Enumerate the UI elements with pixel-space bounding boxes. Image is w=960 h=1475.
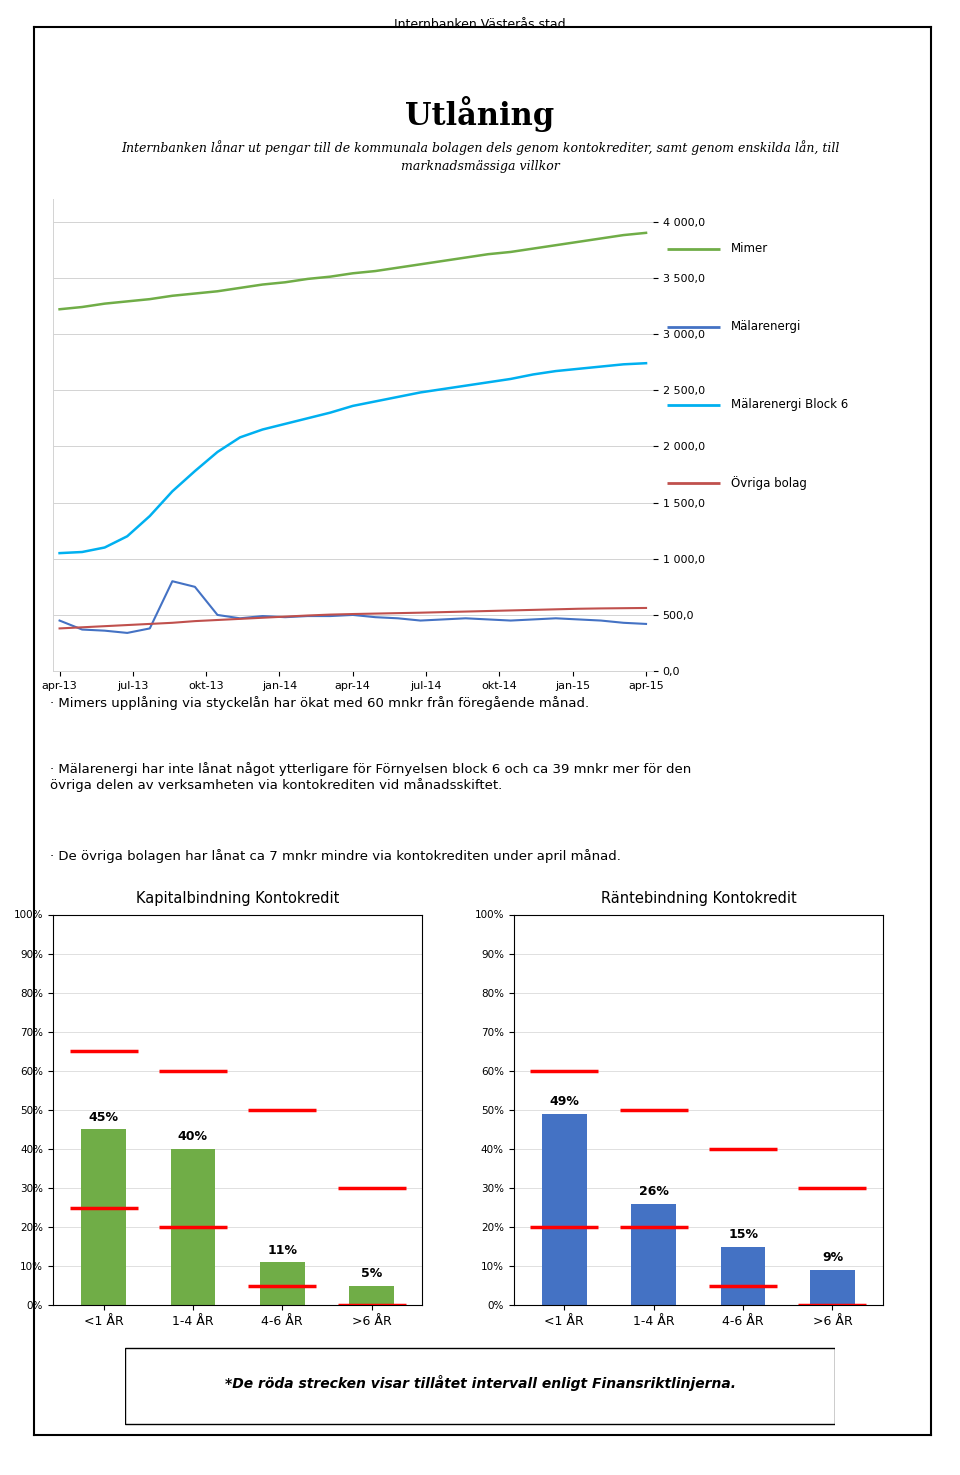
Text: Övriga bolag: Övriga bolag [731, 475, 806, 490]
Bar [82, 1130, 126, 1305]
Text: 40%: 40% [178, 1130, 208, 1143]
Text: Mimer: Mimer [731, 242, 768, 255]
Bar [171, 1149, 215, 1305]
Text: 9%: 9% [822, 1251, 843, 1264]
Text: 26%: 26% [638, 1184, 669, 1198]
Text: 45%: 45% [88, 1111, 118, 1124]
Bar [632, 1204, 676, 1305]
Bar [260, 1263, 304, 1305]
Bar [542, 1114, 587, 1305]
Text: Internbanken Västerås stad: Internbanken Västerås stad [395, 18, 565, 31]
FancyBboxPatch shape [125, 1348, 835, 1423]
Text: Mälarenergi Block 6: Mälarenergi Block 6 [731, 398, 848, 412]
Text: 11%: 11% [267, 1243, 298, 1257]
Title: Räntebindning Kontokredit: Räntebindning Kontokredit [601, 891, 796, 907]
Text: Utlåning: Utlåning [405, 96, 555, 131]
Text: · Mimers upplåning via styckelån har ökat med 60 mnkr från föregående månad.: · Mimers upplåning via styckelån har öka… [50, 696, 589, 709]
Text: · Mälarenergi har inte lånat något ytterligare för Förnyelsen block 6 och ca 39 : · Mälarenergi har inte lånat något ytter… [50, 761, 691, 792]
Title: Kapitalbindning Kontokredit: Kapitalbindning Kontokredit [136, 891, 339, 907]
Text: 15%: 15% [728, 1227, 758, 1240]
Bar [810, 1270, 854, 1305]
Text: 5%: 5% [361, 1267, 382, 1280]
Text: Internbanken lånar ut pengar till de kommunala bolagen dels genom kontokrediter,: Internbanken lånar ut pengar till de kom… [121, 140, 839, 173]
Text: 49%: 49% [549, 1094, 579, 1108]
Text: · De övriga bolagen har lånat ca 7 mnkr mindre via kontokrediten under april mån: · De övriga bolagen har lånat ca 7 mnkr … [50, 850, 621, 863]
Text: Mälarenergi: Mälarenergi [731, 320, 801, 333]
Bar [349, 1286, 394, 1305]
Bar [721, 1246, 765, 1305]
Text: *De röda strecken visar tillåtet intervall enligt Finansriktlinjerna.: *De röda strecken visar tillåtet interva… [225, 1375, 735, 1391]
